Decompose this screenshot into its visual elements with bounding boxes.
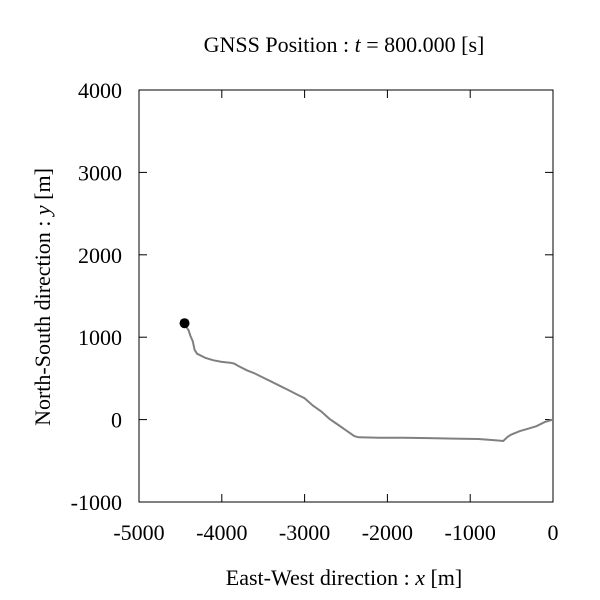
chart-title: GNSS Position : t = 800.000 [s] [204, 32, 485, 57]
y-tick-label: 2000 [78, 243, 122, 268]
x-tick-label: -1000 [445, 520, 496, 545]
x-axis-label: East-West direction : x [m] [226, 565, 462, 590]
y-tick-label: 3000 [78, 160, 122, 185]
x-tick-label: -3000 [279, 520, 330, 545]
plot-frame [138, 89, 554, 503]
x-tick-label: -2000 [362, 520, 413, 545]
y-tick-label: 1000 [78, 325, 122, 350]
trajectory-line [183, 322, 554, 443]
y-tick-labels: -1000 0 1000 2000 3000 4000 [71, 78, 122, 515]
x-tick-label: 0 [548, 520, 559, 545]
y-tick-label: -1000 [71, 490, 122, 515]
x-tick-label: -5000 [113, 520, 164, 545]
x-tick-label: -4000 [196, 520, 247, 545]
x-tick-labels: -5000 -4000 -3000 -2000 -1000 0 [113, 520, 558, 545]
y-tick-label: 4000 [78, 78, 122, 103]
current-position-marker [179, 318, 190, 329]
y-tick-label: 0 [111, 408, 122, 433]
y-axis-label: North-South direction : y [m] [30, 168, 55, 426]
